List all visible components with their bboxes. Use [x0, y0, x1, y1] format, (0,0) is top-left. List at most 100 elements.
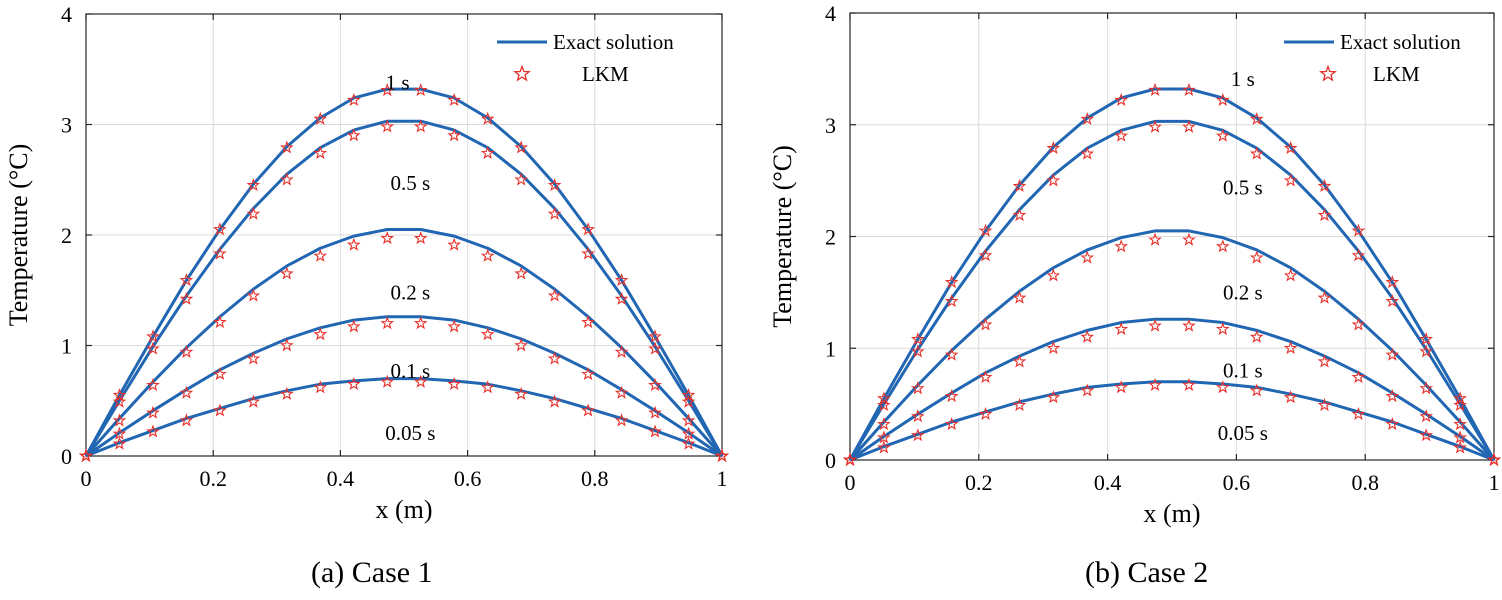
lkm-marker [1419, 381, 1434, 395]
curve-label: 0.2 s [1223, 280, 1263, 304]
lkm-marker [146, 329, 160, 343]
lkm-marker [681, 413, 696, 427]
lkm-marker [648, 424, 662, 438]
lkm-marker [1351, 248, 1366, 262]
lkm-marker [1385, 417, 1400, 431]
series-line-0p5s [848, 119, 1496, 461]
line-chart-b: 0 0.2 0.4 0.6 0.8 1 0 1 2 3 4 x (m) Temperature (°C)… [768, 1, 1501, 528]
lkm-marker [877, 417, 891, 431]
lkm-marker [1317, 354, 1332, 368]
lkm-marker [313, 146, 328, 160]
lkm-marker [1453, 430, 1467, 444]
lkm-marker [1012, 354, 1027, 368]
series-markers [79, 374, 729, 462]
y-axis-title: Temperature (°C) [4, 144, 33, 327]
series-line-0p5s [84, 119, 724, 457]
lkm-marker [1080, 329, 1095, 343]
series-line-0p2s [84, 227, 724, 457]
lkm-marker [279, 172, 294, 186]
lkm-marker [514, 140, 529, 154]
lkm-marker [1046, 390, 1061, 404]
curve-label: 1 s [386, 71, 410, 95]
lkm-marker [279, 338, 294, 352]
lkm-marker [179, 291, 194, 305]
lkm-marker [1249, 250, 1264, 264]
lkm-marker [514, 386, 529, 400]
lkm-marker [1114, 380, 1129, 394]
lkm-marker [313, 248, 328, 262]
curve-label: 0.5 s [1223, 175, 1263, 199]
lkm-marker [614, 273, 629, 287]
lkm-marker [910, 409, 925, 423]
lkm-marker [213, 222, 227, 236]
lkm-marker [480, 248, 495, 262]
lkm-marker [1080, 146, 1095, 160]
lkm-marker [213, 403, 227, 417]
lkm-marker [246, 206, 261, 220]
curve-label: 0.05 s [385, 421, 435, 445]
lkm-marker [112, 394, 127, 408]
lkm-marker [1487, 452, 1501, 466]
series-markers [79, 316, 729, 462]
curve-label: 0.5 s [391, 171, 431, 195]
lkm-marker [877, 440, 891, 454]
lkm-marker [179, 413, 194, 427]
legend-star-swatch [513, 64, 531, 82]
lkm-marker [179, 385, 194, 399]
lkm-marker [648, 378, 662, 392]
series-line-1s [848, 87, 1496, 461]
lkm-marker [547, 394, 562, 408]
lkm-marker [910, 332, 925, 346]
legend-label-lkm: LKM [1373, 62, 1420, 86]
lkm-marker [313, 380, 328, 394]
lkm-marker [413, 83, 428, 97]
series-markers [843, 377, 1501, 466]
lkm-marker [1080, 250, 1095, 264]
lkm-marker [380, 83, 395, 97]
lkm-marker [447, 376, 462, 391]
lkm-marker [413, 316, 428, 330]
lkm-marker [514, 172, 529, 186]
legend: Exact solution LKM [1284, 30, 1461, 86]
lkm-marker [1249, 329, 1264, 343]
y-tick-label: 0 [825, 448, 836, 473]
lkm-marker [1148, 119, 1162, 133]
chart-caption-a: (a) Case 1 [311, 556, 433, 589]
lkm-marker [877, 430, 891, 444]
chart-caption-b: (b) Case 2 [1085, 556, 1209, 589]
lkm-marker [179, 344, 194, 358]
lkm-marker [1080, 383, 1095, 397]
lkm-marker [1080, 111, 1095, 125]
lkm-marker [279, 140, 294, 154]
lkm-marker [614, 344, 629, 358]
lkm-marker [1114, 239, 1129, 253]
curve-label: 0.1 s [391, 359, 431, 383]
lkm-marker [648, 405, 662, 419]
lkm-marker [480, 380, 495, 394]
legend-label-lkm: LKM [582, 62, 629, 86]
lkm-marker [1215, 92, 1230, 107]
lkm-marker [1046, 141, 1061, 155]
lkm-marker [1385, 294, 1400, 308]
y-tick-label: 2 [61, 223, 72, 248]
line-chart-a: 0 0.2 0.4 0.6 0.8 1 0 1 2 3 4 x (m) Temperature (°C)… [4, 2, 729, 524]
lkm-marker [246, 288, 261, 302]
y-tick-label: 4 [825, 1, 836, 26]
y-tick-label: 1 [61, 334, 72, 359]
lkm-marker [1385, 389, 1400, 403]
x-tick-label: 0.8 [1351, 470, 1379, 495]
lkm-marker [246, 394, 261, 408]
lkm-marker [1012, 208, 1027, 222]
series-line-0p1s [849, 317, 1495, 462]
lkm-marker [1419, 428, 1434, 442]
lkm-marker [1148, 318, 1162, 332]
lkm-marker [1317, 178, 1332, 193]
chart-panel-a: 0 0.2 0.4 0.6 0.8 1 0 1 2 3 4 x (m) Temperature (°C)… [4, 2, 729, 589]
lkm-marker [1385, 275, 1400, 289]
lkm-marker [246, 178, 261, 192]
lkm-marker [910, 428, 925, 442]
lkm-marker [1012, 398, 1027, 412]
lkm-marker [480, 111, 495, 125]
x-tick-label: 0.4 [327, 466, 355, 491]
lkm-marker [978, 223, 993, 237]
